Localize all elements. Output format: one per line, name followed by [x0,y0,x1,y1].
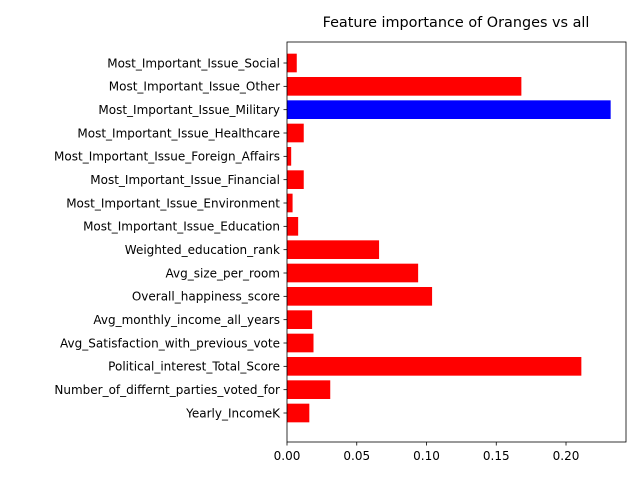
bar-11 [287,147,292,166]
y-tick-label-12: Most_Important_Issue_Healthcare [77,126,280,140]
axes-frame [286,41,627,443]
y-tick-label-14: Most_Important_Issue_Other [109,80,280,94]
chart-title: Feature importance of Oranges vs all [323,15,590,31]
y-tick-label-3: Avg_Satisfaction_with_previous_vote [60,336,280,350]
x-tick-label-0: 0.00 [274,449,301,463]
y-tick-label-11: Most_Important_Issue_Foreign_Affairs [54,150,280,164]
bar-14 [287,77,522,96]
bar-12 [287,123,304,143]
bar-3 [287,333,314,353]
x-tick-label-3: 0.15 [483,449,510,463]
y-tick-label-9: Most_Important_Issue_Environment [66,196,280,210]
y-tick-label-8: Most_Important_Issue_Education [83,220,280,234]
x-tick-label-2: 0.10 [413,449,440,463]
bar-10 [287,170,304,189]
y-tick-label-15: Most_Important_Issue_Social [107,56,280,70]
bar-0 [287,403,310,423]
bar-1 [287,380,331,399]
y-tick-label-1: Number_of_differnt_parties_voted_for [54,383,280,397]
x-tick-label-1: 0.05 [343,449,370,463]
y-tick-label-10: Most_Important_Issue_Financial [90,173,280,187]
y-tick-label-6: Avg_size_per_room [166,266,280,280]
plot-area: Yearly_IncomeK Number_of_differnt_parties… [54,41,627,463]
x-tick-label-4: 0.20 [553,449,580,463]
bar-15 [287,53,297,73]
bar-13 [287,100,611,119]
bar-7 [287,240,380,259]
y-tick-label-4: Avg_monthly_income_all_years [93,313,280,327]
bar-9 [287,193,293,213]
y-tick-label-5: Overall_happiness_score [132,290,280,304]
y-tick-label-7: Weighted_education_rank [125,243,280,257]
bar-8 [287,217,299,236]
bar-5 [287,287,433,306]
y-tick-label-13: Most_Important_Issue_Military [98,103,280,117]
bar-4 [287,310,313,329]
y-tick-label-2: Political_interest_Total_Score [108,360,280,374]
bar-6 [287,263,419,283]
bar-2 [287,357,582,376]
y-tick-label-0: Yearly_IncomeK [185,406,281,420]
